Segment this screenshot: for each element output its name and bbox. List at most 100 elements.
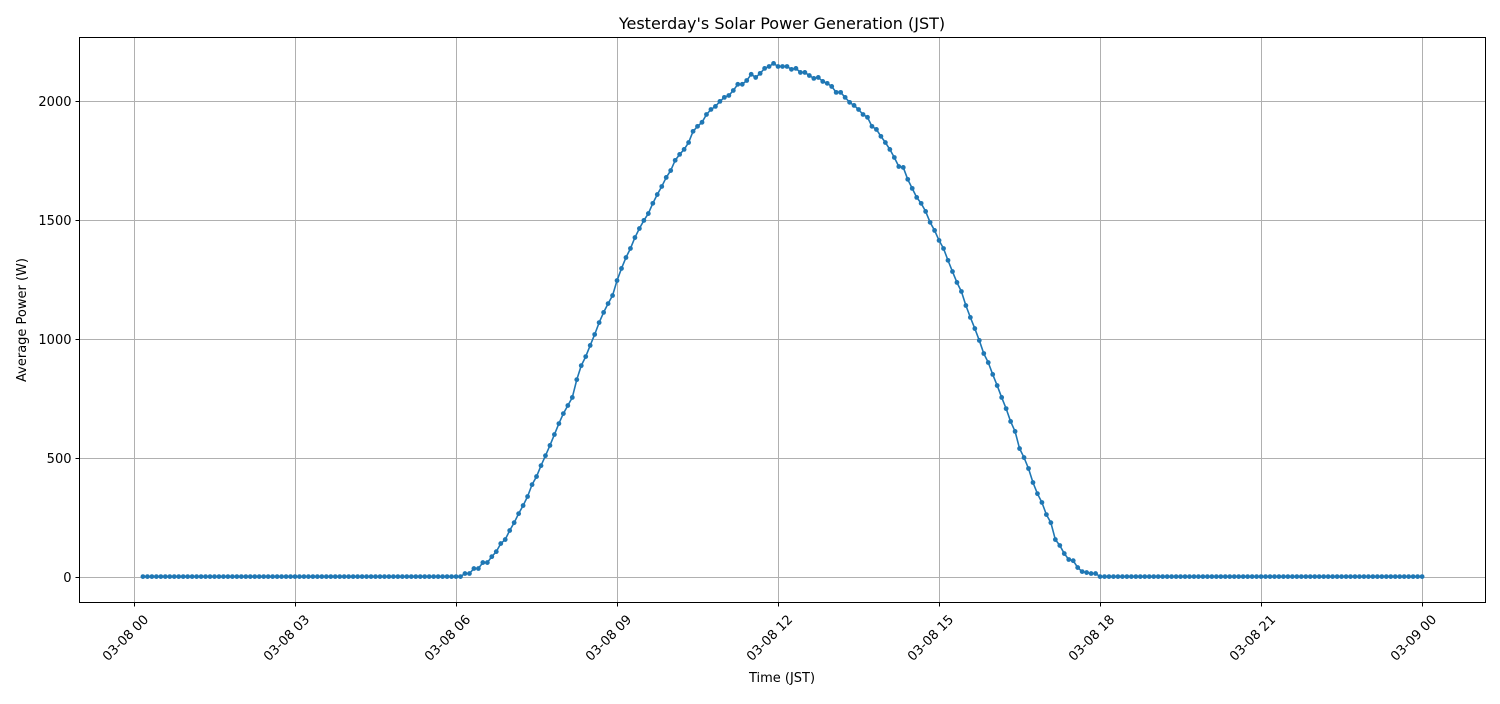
data-point	[1120, 574, 1125, 579]
data-point	[1160, 574, 1166, 579]
data-point	[708, 107, 714, 112]
data-point	[874, 127, 879, 132]
data-point	[1325, 574, 1331, 579]
data-point	[1196, 574, 1201, 579]
data-point	[1066, 557, 1072, 562]
data-point	[882, 140, 888, 145]
data-point	[1370, 574, 1376, 579]
data-point	[1191, 574, 1197, 579]
data-point	[1048, 520, 1054, 526]
data-point	[663, 175, 669, 180]
data-point	[462, 571, 468, 576]
data-point	[511, 520, 517, 526]
data-point	[382, 574, 387, 579]
data-point	[1415, 574, 1421, 579]
data-point	[1164, 574, 1170, 579]
data-point	[489, 554, 495, 560]
data-point	[838, 89, 844, 95]
data-point	[1419, 574, 1425, 579]
data-point	[757, 70, 763, 76]
data-point	[1021, 455, 1027, 460]
data-point	[820, 79, 826, 84]
data-point	[994, 383, 1000, 388]
data-point	[422, 574, 428, 579]
data-point	[614, 278, 620, 283]
data-point	[959, 289, 964, 294]
data-point	[417, 574, 423, 579]
data-point	[632, 235, 638, 240]
data-point	[717, 99, 723, 104]
data-point	[1334, 574, 1340, 579]
data-point	[337, 574, 343, 579]
data-point	[695, 123, 700, 129]
data-point	[636, 226, 642, 231]
data-point	[927, 219, 933, 225]
data-point	[672, 157, 678, 163]
data-point	[1307, 574, 1313, 579]
data-point	[851, 103, 857, 108]
data-point	[954, 280, 960, 285]
data-point	[1254, 574, 1259, 579]
data-point	[467, 571, 472, 576]
data-point	[1128, 574, 1134, 579]
data-point	[592, 332, 598, 337]
data-point	[413, 574, 419, 579]
data-point	[1316, 574, 1322, 579]
data-point	[1388, 574, 1394, 579]
data-point	[288, 574, 293, 579]
data-point	[153, 574, 159, 579]
data-point	[565, 403, 571, 408]
data-point	[829, 84, 835, 89]
data-point	[654, 192, 660, 197]
data-point	[963, 303, 969, 308]
data-point	[1008, 419, 1014, 424]
data-point	[373, 574, 378, 579]
data-point	[1155, 574, 1161, 579]
data-point	[587, 343, 593, 348]
data-point	[811, 75, 817, 81]
data-point	[1097, 574, 1103, 579]
data-point	[1218, 574, 1224, 579]
data-point	[833, 89, 839, 95]
data-point	[713, 104, 718, 109]
data-point	[1187, 574, 1192, 579]
data-point	[1276, 574, 1282, 579]
data-point	[261, 574, 267, 579]
data-point	[1151, 574, 1157, 579]
data-point	[502, 537, 508, 542]
data-point	[1339, 574, 1344, 579]
data-point	[1281, 574, 1286, 579]
data-point	[891, 155, 897, 160]
data-point	[972, 326, 978, 331]
data-point	[1111, 574, 1116, 579]
data-point	[1397, 574, 1403, 579]
chart-title: Yesterday's Solar Power Generation (JST)	[618, 14, 945, 33]
y-axis-label: Average Power (W)	[15, 258, 30, 382]
data-point	[1231, 574, 1237, 579]
data-point	[1366, 574, 1371, 579]
data-point	[628, 246, 633, 251]
data-point	[967, 314, 973, 320]
data-point	[162, 574, 168, 579]
data-point	[1285, 574, 1291, 579]
data-point	[847, 99, 852, 105]
data-point	[1030, 480, 1036, 485]
data-point	[704, 112, 709, 117]
data-point	[404, 574, 410, 579]
data-point	[1406, 574, 1412, 579]
data-point	[775, 64, 781, 69]
data-point	[475, 566, 481, 571]
data-point	[735, 81, 741, 87]
data-point	[574, 377, 580, 383]
data-point	[896, 164, 902, 169]
data-point	[748, 71, 754, 77]
data-point	[395, 574, 401, 579]
data-point	[149, 574, 155, 579]
data-point	[619, 266, 624, 271]
data-point	[780, 64, 785, 69]
data-point	[1289, 574, 1295, 579]
data-point	[945, 257, 951, 263]
data-point	[1330, 574, 1336, 579]
data-point	[229, 574, 235, 579]
data-point	[207, 574, 213, 579]
